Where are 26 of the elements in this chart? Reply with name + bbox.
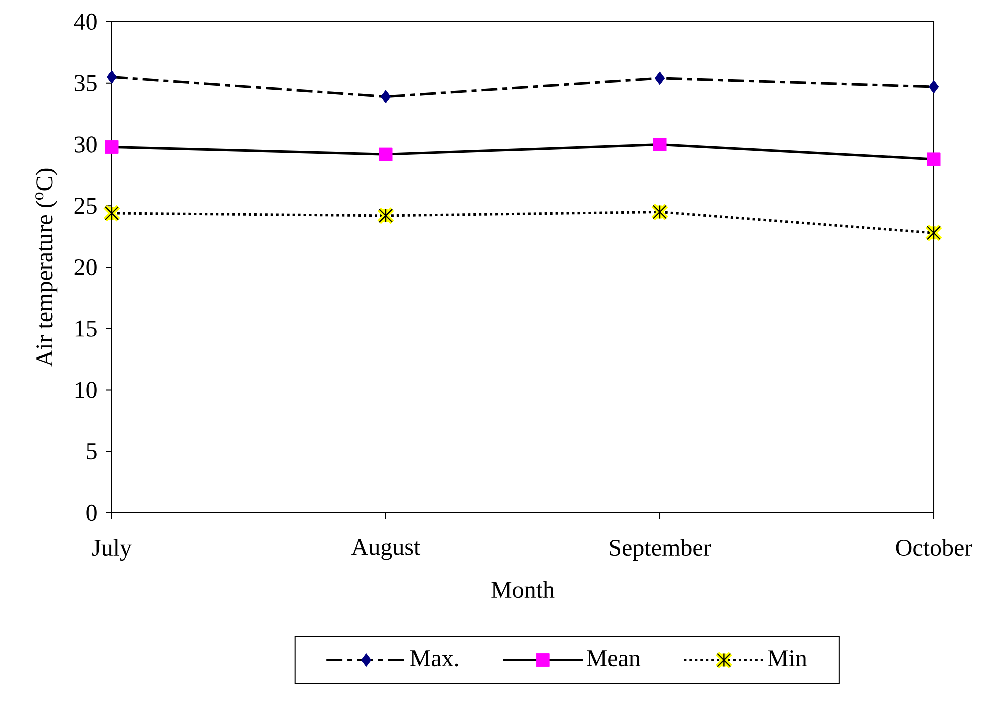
- x-tick-label: September: [610, 539, 712, 561]
- x-tick-label: August: [352, 539, 421, 560]
- legend-label: Mean: [586, 650, 641, 667]
- point: [380, 90, 392, 104]
- y-tick-label: 15: [76, 320, 97, 337]
- point: [379, 148, 393, 162]
- point: [105, 140, 119, 154]
- x-tick-label: July: [92, 539, 132, 562]
- legend-label: Max.: [410, 650, 458, 667]
- point: [654, 72, 666, 86]
- point: [927, 152, 941, 166]
- y-tick-label: 35: [74, 75, 97, 92]
- y-tick-label: 25: [74, 198, 97, 214]
- point: [653, 138, 667, 152]
- legend-label: Min: [768, 650, 808, 666]
- y-axis-title: Air temperature ($^{o}$C): [36, 168, 58, 368]
- x-tick-label: October: [896, 539, 972, 556]
- y-tick-label: 20: [74, 259, 97, 276]
- point: [928, 80, 940, 94]
- y-tick-label: 40: [74, 14, 97, 30]
- y-tick-label: 10: [76, 382, 97, 398]
- y-tick-label: 0: [86, 504, 97, 522]
- x-axis-title: Month: [492, 581, 555, 598]
- y-tick-label: 30: [74, 136, 97, 153]
- point: [106, 70, 118, 84]
- y-tick-label: 5: [87, 444, 97, 460]
